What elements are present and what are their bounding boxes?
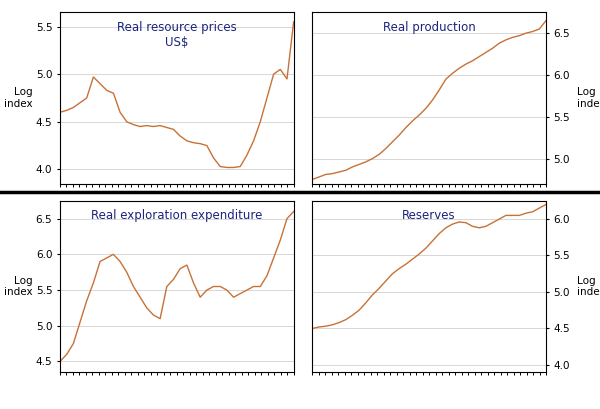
Y-axis label: Log
index: Log index: [577, 276, 600, 297]
Y-axis label: Log
index: Log index: [4, 87, 33, 109]
Y-axis label: Log
index: Log index: [4, 276, 33, 297]
Text: Real production: Real production: [383, 21, 476, 34]
Text: Real resource prices
US$: Real resource prices US$: [117, 21, 237, 49]
Text: Real exploration expenditure: Real exploration expenditure: [91, 209, 263, 222]
Text: Reserves: Reserves: [403, 209, 456, 222]
Y-axis label: Log
index: Log index: [577, 87, 600, 109]
